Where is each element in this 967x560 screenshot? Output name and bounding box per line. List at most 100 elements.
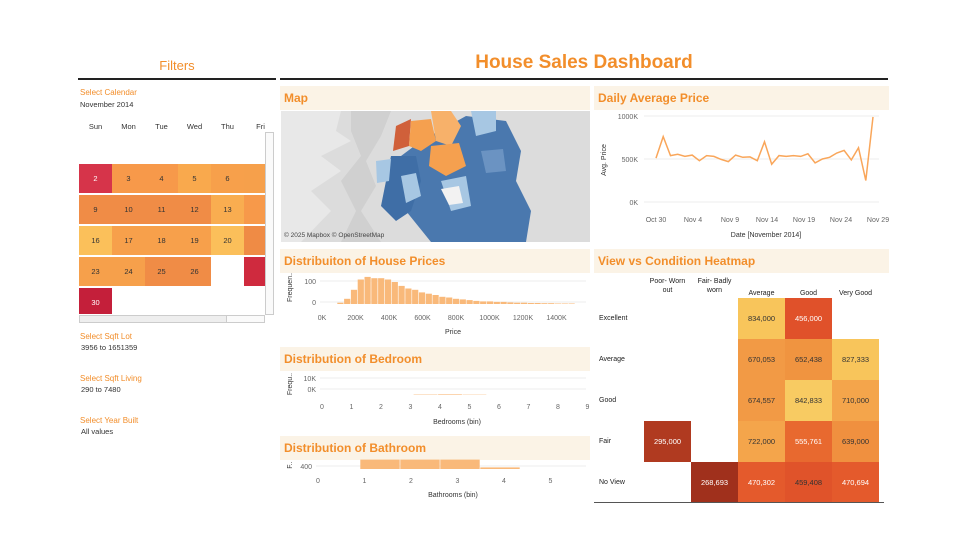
heatmap-cell[interactable]: 268,693	[691, 462, 738, 503]
heatmap-cell[interactable]: 842,833	[785, 380, 832, 421]
calendar-day[interactable]: 20	[211, 226, 244, 255]
calendar-day[interactable]	[244, 226, 265, 255]
calendar-day	[211, 257, 244, 286]
region-orange-north	[409, 119, 436, 151]
calendar-day[interactable]: 6	[211, 164, 244, 193]
x-tick-label: 0	[320, 404, 324, 411]
calendar-day[interactable]: 13	[211, 195, 244, 224]
calendar-day[interactable]: 24	[112, 257, 145, 286]
horizontal-scroll-thumb[interactable]	[80, 316, 227, 322]
calendar-day[interactable]: 4	[145, 164, 178, 193]
histogram-bar	[357, 279, 364, 304]
map-view[interactable]	[281, 111, 590, 242]
bedroom-chart[interactable]: Frequ.. 10K 0K 0 1 2 3 4 5 6 7 8 9 Bedrooms (bin)	[280, 370, 590, 430]
calendar-day[interactable]: 17	[112, 226, 145, 255]
region-blank	[441, 186, 463, 205]
region-orange-dark	[393, 119, 411, 151]
histogram-bar	[439, 296, 446, 304]
x-tick-label: 2	[409, 478, 413, 485]
calendar-day[interactable]: 5	[178, 164, 211, 193]
calendar-day[interactable]: 11	[145, 195, 178, 224]
house-prices-chart[interactable]: Frequen.. 100 0 0K 200K 400K 600K 800K 1000K 1200…	[280, 273, 590, 341]
calendar-day[interactable]: 18	[145, 226, 178, 255]
x-tick-label: 4	[438, 404, 442, 411]
bathroom-chart[interactable]: F.. 400 0 1 2 3 4 5 Bathrooms (bin)	[280, 459, 590, 503]
calendar-day[interactable]: 30	[79, 288, 112, 314]
calendar-horizontal-scrollbar[interactable]	[79, 315, 265, 323]
heatmap-cell[interactable]: 722,000	[738, 421, 785, 462]
heatmap-cell[interactable]: 674,557	[738, 380, 785, 421]
heatmap-cell[interactable]: 834,000	[738, 298, 785, 339]
histogram-bar	[480, 301, 487, 304]
x-tick-label: Nov 4	[684, 217, 702, 224]
map-canvas[interactable]	[281, 111, 590, 242]
calendar-day[interactable]: 2	[79, 164, 112, 193]
region-orange-ne	[431, 111, 461, 146]
sqft-lot-label: Select Sqft Lot	[80, 332, 133, 341]
calendar-vertical-scrollbar[interactable]	[265, 132, 274, 315]
heatmap-cell[interactable]: 456,000	[785, 298, 832, 339]
x-tick-label: 2	[379, 404, 383, 411]
calendar-grid[interactable]: 2 3 4 5 6 9 10 11 12 13 16 17 18 19 20 23 24 25 26 30	[79, 164, 265, 314]
weekday-wed: Wed	[186, 122, 203, 131]
region-light-north	[471, 111, 496, 136]
heatmap-column-label: Very Good	[838, 290, 873, 297]
heatmap-cell[interactable]: 470,302	[738, 462, 785, 503]
calendar-day[interactable]: 12	[178, 195, 211, 224]
calendar-day[interactable]: 16	[79, 226, 112, 255]
heatmap-cell[interactable]: 670,053	[738, 339, 785, 380]
heatmap-cell[interactable]: 470,694	[832, 462, 879, 503]
heatmap-cell[interactable]: 652,438	[785, 339, 832, 380]
heatmap-title: View vs Condition Heatmap	[594, 249, 889, 273]
histogram-bar	[486, 301, 494, 304]
heatmap[interactable]: Poor- Worn out Fair- Badly worn Average Goo…	[594, 274, 889, 504]
heatmap-cell[interactable]: 639,000	[832, 421, 879, 462]
heatmap-column-label: Poor- Worn out	[649, 278, 686, 294]
sqft-living-label: Select Sqft Living	[80, 374, 142, 383]
x-tick-label: 1	[363, 478, 367, 485]
histogram-bar	[554, 303, 562, 304]
calendar-day[interactable]: 23	[79, 257, 112, 286]
heatmap-row-label: Excellent	[599, 315, 628, 322]
x-tick-label: 400K	[381, 315, 398, 322]
histogram-bar	[459, 299, 466, 304]
heatmap-cell[interactable]: 295,000	[644, 421, 691, 462]
histogram-bar	[507, 302, 514, 304]
calendar-day[interactable]	[244, 195, 265, 224]
x-tick-label: Nov 29	[867, 217, 889, 224]
x-tick-label: 8	[556, 404, 560, 411]
histogram-bar	[360, 459, 400, 469]
x-axis-title: Bedrooms (bin)	[433, 419, 481, 426]
sqft-lot-value[interactable]: 3956 to 1651359	[81, 343, 138, 352]
weekday-fri: Fri	[256, 122, 265, 131]
calendar-day[interactable]: 9	[79, 195, 112, 224]
heatmap-cell[interactable]: 710,000	[832, 380, 879, 421]
year-built-value[interactable]: All values	[81, 427, 114, 436]
sqft-living-value[interactable]: 290 to 7480	[81, 385, 121, 394]
daily-price-chart[interactable]: Avg. Price 1000K 500K 0K Oct 30 Nov 4 Nov 9 Nov…	[594, 110, 889, 242]
histogram-bar	[364, 276, 371, 304]
heatmap-column-label: Fair- Badly worn	[697, 278, 732, 294]
filters-title: Filters	[159, 58, 195, 73]
calendar-day[interactable]	[244, 257, 265, 286]
histogram-bar	[440, 459, 480, 469]
x-tick-label: Nov 14	[756, 217, 778, 224]
calendar-day[interactable]: 10	[112, 195, 145, 224]
histogram-bar	[398, 285, 405, 304]
x-tick-label: 3	[409, 404, 413, 411]
heatmap-cell[interactable]: 555,761	[785, 421, 832, 462]
heatmap-cell[interactable]: 827,333	[832, 339, 879, 380]
heatmap-row-label: No View	[599, 479, 625, 486]
weekday-sun: Sun	[88, 122, 103, 131]
calendar-day[interactable]	[244, 164, 265, 193]
calendar-day[interactable]: 25	[145, 257, 178, 286]
x-axis-title: Bathrooms (bin)	[428, 492, 478, 499]
calendar-day[interactable]: 26	[178, 257, 211, 286]
histogram-bar	[548, 303, 555, 304]
x-tick-label: 1200K	[513, 315, 534, 322]
calendar-day[interactable]: 19	[178, 226, 211, 255]
x-tick-label: 9	[586, 404, 590, 411]
calendar-day[interactable]: 3	[112, 164, 145, 193]
histogram-bar	[473, 300, 480, 304]
heatmap-cell[interactable]: 459,408	[785, 462, 832, 503]
